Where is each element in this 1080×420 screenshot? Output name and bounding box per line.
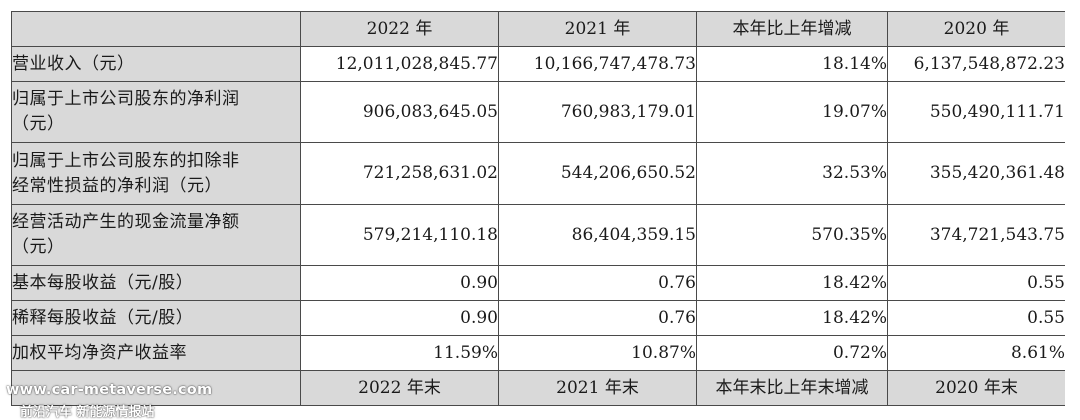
cell-2022: 11.59% — [300, 335, 499, 371]
cell-change: 570.35% — [696, 204, 888, 266]
cell-2021: 0.76 — [498, 300, 697, 336]
cell-change: 18.42% — [696, 265, 888, 301]
financial-table-container: 2022 年 2021 年 本年比上年增减 2020 年 营业收入（元） 12,… — [11, 11, 1065, 419]
subheader-change-end: 本年末比上年末增减 — [696, 370, 888, 406]
cell-2021: 10.87% — [498, 335, 697, 371]
table-row: 归属于上市公司股东的扣除非 经常性损益的净利润（元） 721,258,631.02… — [11, 142, 1065, 205]
cell-2022: 721,258,631.02 — [300, 142, 499, 205]
header-change: 本年比上年增减 — [696, 11, 888, 47]
table-row: 营业收入（元） 12,011,028,845.77 10,166,747,478… — [11, 46, 1065, 82]
cell-2020: 550,490,111.71 — [887, 81, 1065, 143]
table-subheader-row: 2022 年末 2021 年末 本年末比上年末增减 2020 年末 — [11, 370, 1065, 406]
cell-2022: 12,011,028,845.77 — [300, 46, 499, 82]
row-label-revenue: 营业收入（元） — [11, 46, 301, 82]
cell-2022: 0.90 — [300, 265, 499, 301]
cell-change: 18.42% — [696, 300, 888, 336]
row-label-line: 归属于上市公司股东的净利润 — [12, 89, 240, 109]
row-label-line: 经常性损益的净利润（元） — [12, 175, 222, 196]
cell-2021: 760,983,179.01 — [498, 81, 697, 143]
cell-2020: 6,137,548,872.23 — [887, 46, 1065, 82]
cell-2022: 0.90 — [300, 300, 499, 336]
row-label-diluted-eps: 稀释每股收益（元/股） — [11, 300, 301, 336]
header-blank-cell — [11, 11, 301, 47]
cell-2020: 374,721,543.75 — [887, 204, 1065, 266]
subheader-2022-end: 2022 年末 — [300, 370, 499, 406]
table-row: 归属于上市公司股东的净利润 （元） 906,083,645.05 760,983,… — [11, 81, 1065, 143]
cell-2020: 355,420,361.48 — [887, 142, 1065, 205]
cell-2022: 579,214,110.18 — [300, 204, 499, 266]
cell-change: 0.72% — [696, 335, 888, 371]
table-header-row: 2022 年 2021 年 本年比上年增减 2020 年 — [11, 11, 1065, 47]
cell-2020: 0.55 — [887, 265, 1065, 301]
row-label-net-profit: 归属于上市公司股东的净利润 （元） — [11, 81, 301, 143]
header-2020: 2020 年 — [887, 11, 1065, 47]
table-row: 经营活动产生的现金流量净额 （元） 579,214,110.18 86,404,3… — [11, 204, 1065, 266]
cell-2021: 0.76 — [498, 265, 697, 301]
table-row: 稀释每股收益（元/股） 0.90 0.76 18.42% 0.55 — [11, 300, 1065, 336]
cell-change: 18.14% — [696, 46, 888, 82]
cell-2020: 8.61% — [887, 335, 1065, 371]
table-row: 加权平均净资产收益率 11.59% 10.87% 0.72% 8.61% — [11, 335, 1065, 371]
cell-change: 32.53% — [696, 142, 888, 205]
header-2022: 2022 年 — [300, 11, 499, 47]
cell-2020: 0.55 — [887, 300, 1065, 336]
row-label-line: 经营活动产生的现金流量净额 — [12, 212, 240, 232]
cell-2021: 86,404,359.15 — [498, 204, 697, 266]
cell-2021: 544,206,650.52 — [498, 142, 697, 205]
row-label-line: （元） — [12, 114, 65, 134]
row-label-deducted-net-profit: 归属于上市公司股东的扣除非 经常性损益的净利润（元） — [11, 142, 301, 205]
subheader-2021-end: 2021 年末 — [498, 370, 697, 406]
row-label-roe: 加权平均净资产收益率 — [11, 335, 301, 371]
table-row: 基本每股收益（元/股） 0.90 0.76 18.42% 0.55 — [11, 265, 1065, 301]
row-label-line: （元） — [12, 237, 65, 257]
row-label-line: 归属于上市公司股东的扣除非 — [12, 150, 240, 171]
header-2021: 2021 年 — [498, 11, 697, 47]
financial-summary-table: 2022 年 2021 年 本年比上年增减 2020 年 营业收入（元） 12,… — [11, 11, 1065, 406]
subheader-2020-end: 2020 年末 — [887, 370, 1065, 406]
row-label-operating-cash-flow: 经营活动产生的现金流量净额 （元） — [11, 204, 301, 266]
cell-change: 19.07% — [696, 81, 888, 143]
subheader-blank-cell — [11, 370, 301, 406]
row-label-basic-eps: 基本每股收益（元/股） — [11, 265, 301, 301]
cell-2022: 906,083,645.05 — [300, 81, 499, 143]
cell-2021: 10,166,747,478.73 — [498, 46, 697, 82]
